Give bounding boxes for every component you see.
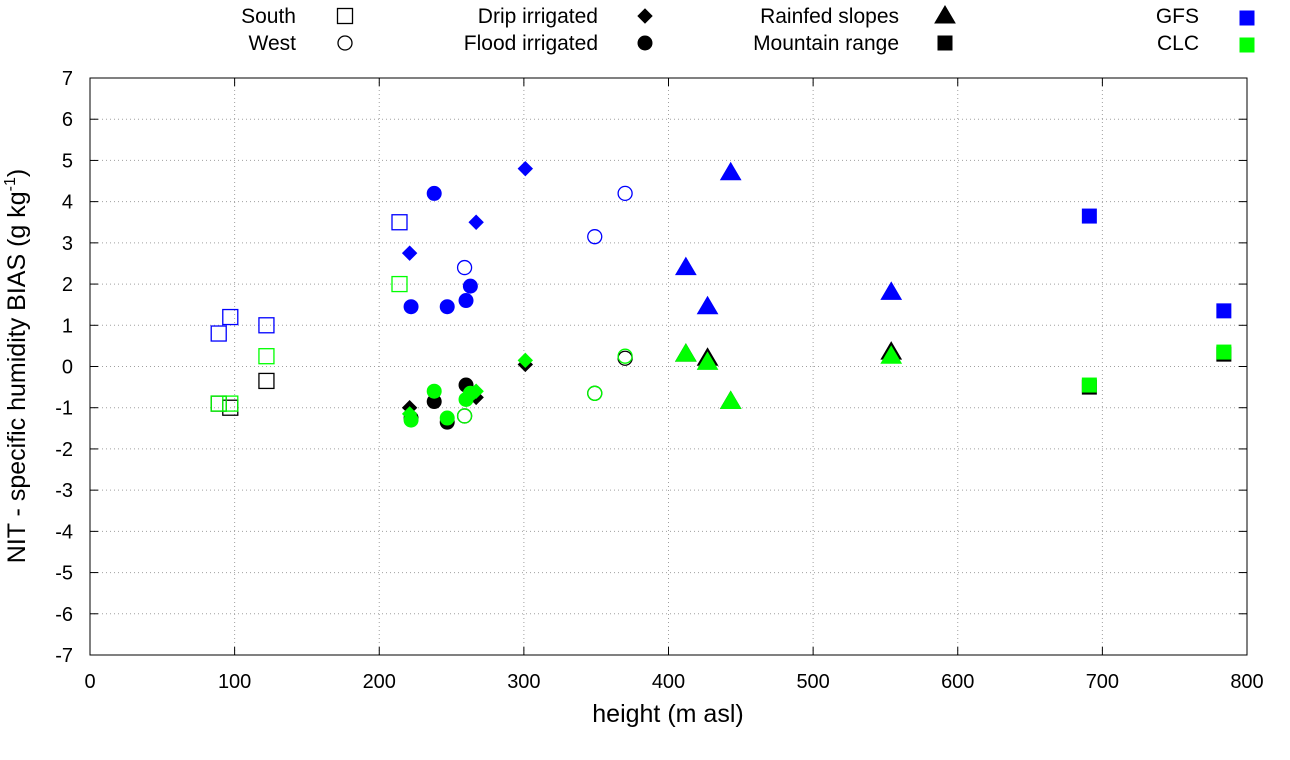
y-tick-label: 3 [62, 233, 73, 255]
x-axis-ticks: 0 100 200 300 400 500 600 700 800 [84, 78, 1264, 693]
point-gfs-mountain-range [1216, 303, 1232, 319]
point-gfs-drip-irrigated [401, 245, 418, 261]
x-tick-label: 0 [84, 671, 95, 693]
point-clc-flood-irrigated [439, 410, 455, 426]
legend-marker-square-icon [937, 35, 953, 51]
y-axis-label-main: NIT - specific humidity BIAS (g kg [3, 191, 31, 563]
point-clc-mountain-range [1081, 377, 1097, 393]
point-gfs-south [222, 308, 239, 326]
point-gfs-drip-irrigated [468, 214, 484, 230]
y-tick-label: 6 [62, 109, 73, 131]
y-axis-label-superscript: -1 [2, 177, 19, 191]
legend-label: South [241, 5, 296, 28]
x-tick-label: 100 [218, 671, 251, 693]
point-gfs-rainfed-slopes [880, 281, 903, 300]
x-tick-label: 800 [1230, 671, 1263, 693]
point-gfs-drip-irrigated [517, 160, 534, 177]
point-reference-south [210, 395, 227, 412]
point-clc-rainfed-slopes [880, 345, 903, 364]
point-gfs-flood-irrigated [403, 299, 419, 315]
point-gfs-south [391, 214, 408, 231]
point-gfs-west [587, 229, 603, 245]
legend-label: Drip irrigated [478, 5, 598, 28]
y-tick-label: 5 [62, 150, 73, 172]
y-tick-label: 1 [62, 315, 73, 337]
point-clc-rainfed-slopes [719, 390, 742, 410]
point-clc-west [587, 385, 603, 401]
point-gfs-south [210, 325, 227, 342]
legend-marker-square-open-icon [336, 7, 354, 25]
y-tick-label: -1 [55, 398, 73, 420]
point-clc-flood-irrigated [426, 383, 442, 399]
point-gfs-rainfed-slopes [719, 161, 742, 181]
point-clc-flood-irrigated [462, 385, 478, 401]
y-axis-label: NIT - specific humidity BIAS (g kg-1) [2, 169, 31, 563]
y-tick-label: -5 [55, 563, 73, 585]
legend-marker-diamond-icon [637, 8, 653, 24]
point-clc-rainfed-slopes [696, 351, 719, 370]
y-tick-label: -2 [55, 439, 73, 461]
y-tick-label: 7 [62, 68, 73, 90]
point-gfs-rainfed-slopes [696, 295, 719, 315]
point-gfs-flood-irrigated [439, 299, 455, 315]
x-tick-label: 200 [363, 671, 396, 693]
legend-label: GFS [1156, 5, 1199, 28]
point-clc-south [391, 275, 408, 293]
legend-label: Flood irrigated [464, 32, 598, 55]
legend: South West Drip irrigated Flood irrigated Ra… [241, 5, 1255, 55]
x-tick-label: 600 [941, 671, 974, 693]
legend-color-swatch-icon [1239, 37, 1255, 53]
x-axis-label: height (m asl) [592, 700, 743, 728]
x-tick-label: 700 [1086, 671, 1119, 693]
point-gfs-flood-irrigated [462, 278, 478, 294]
legend-label: West [249, 32, 297, 55]
point-clc-flood-irrigated [403, 412, 419, 428]
y-tick-label: -7 [55, 645, 73, 667]
point-clc-west [617, 348, 633, 364]
legend-label: Mountain range [753, 32, 899, 55]
legend-label: CLC [1157, 32, 1199, 55]
point-clc-drip-irrigated [517, 352, 534, 369]
point-clc-south [210, 395, 227, 412]
legend-marker-triangle-icon [934, 5, 956, 24]
point-gfs-flood-irrigated [458, 293, 474, 309]
x-tick-label: 300 [507, 671, 540, 693]
y-tick-label: -6 [55, 604, 73, 626]
point-clc-mountain-range [1216, 344, 1232, 360]
data-points [210, 160, 1232, 430]
y-axis-ticks: 7 6 5 4 3 2 1 0 -1 -2 -3 -4 -5 -6 -7 [55, 68, 1247, 667]
y-tick-label: -3 [55, 480, 73, 502]
point-gfs-south [258, 317, 275, 334]
point-gfs-rainfed-slopes [674, 256, 697, 276]
y-tick-label: -4 [55, 521, 73, 543]
point-gfs-west [617, 185, 633, 202]
y-axis-label-end: ) [3, 169, 31, 177]
point-clc-rainfed-slopes [674, 343, 697, 362]
point-clc-west [456, 408, 473, 424]
legend-color-swatch-icon [1239, 10, 1255, 26]
grid-lines [90, 78, 1247, 655]
legend-label: Rainfed slopes [760, 5, 899, 28]
y-tick-label: 0 [62, 357, 73, 379]
point-gfs-mountain-range [1081, 208, 1097, 224]
x-tick-label: 400 [652, 671, 685, 693]
point-clc-south [258, 348, 275, 365]
point-reference-south [258, 372, 275, 390]
legend-marker-circle-open-icon [337, 35, 353, 51]
x-tick-label: 500 [796, 671, 829, 693]
legend-marker-circle-icon [637, 35, 653, 51]
point-gfs-flood-irrigated [426, 185, 442, 201]
y-tick-label: 2 [62, 274, 73, 296]
y-tick-label: 4 [62, 192, 73, 214]
point-gfs-west [456, 259, 473, 276]
point-clc-south [222, 395, 239, 412]
